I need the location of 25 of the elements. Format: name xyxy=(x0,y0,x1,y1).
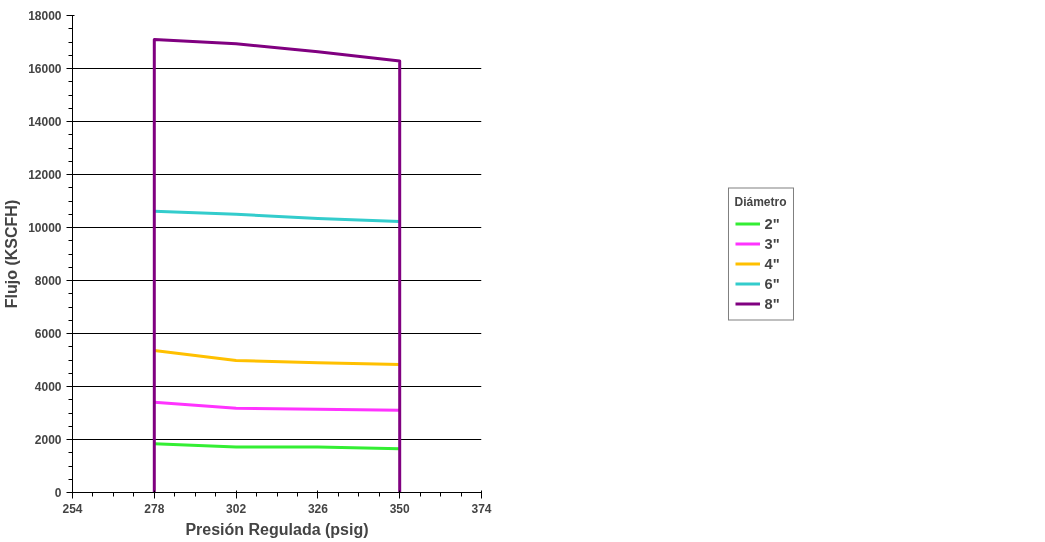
y-tick-label: 18000 xyxy=(28,9,62,23)
x-axis-title: Presión Regulada (psig) xyxy=(185,520,369,538)
y-tick-label: 8000 xyxy=(34,274,62,288)
x-tick-label: 302 xyxy=(226,501,247,516)
legend-label: 8" xyxy=(764,295,781,311)
legend-label: 2" xyxy=(764,215,781,231)
legend-label: 3" xyxy=(764,235,781,251)
legend-label: 6" xyxy=(764,275,781,291)
y-tick-label: 12000 xyxy=(28,168,62,182)
x-tick-label: 374 xyxy=(471,501,492,516)
x-tick-label: 254 xyxy=(62,501,83,516)
legend-label: 4" xyxy=(764,255,781,271)
y-tick-label: 4000 xyxy=(34,380,62,394)
x-tick-label: 278 xyxy=(144,501,165,516)
line-series xyxy=(152,38,402,493)
y-tick-label: 14000 xyxy=(28,115,62,129)
y-tick-label: 2000 xyxy=(34,433,62,447)
x-tick-label: 326 xyxy=(307,501,329,516)
y-axis-title: Flujo (KSCFH) xyxy=(3,199,21,309)
y-tick-label: 16000 xyxy=(28,62,62,76)
y-tick-label: 10000 xyxy=(28,221,62,235)
y-tick-label: 6000 xyxy=(34,327,62,341)
x-tick-label: 350 xyxy=(389,501,411,516)
legend-title: Diámetro xyxy=(734,194,787,208)
y-tick-label: 0 xyxy=(54,486,62,500)
